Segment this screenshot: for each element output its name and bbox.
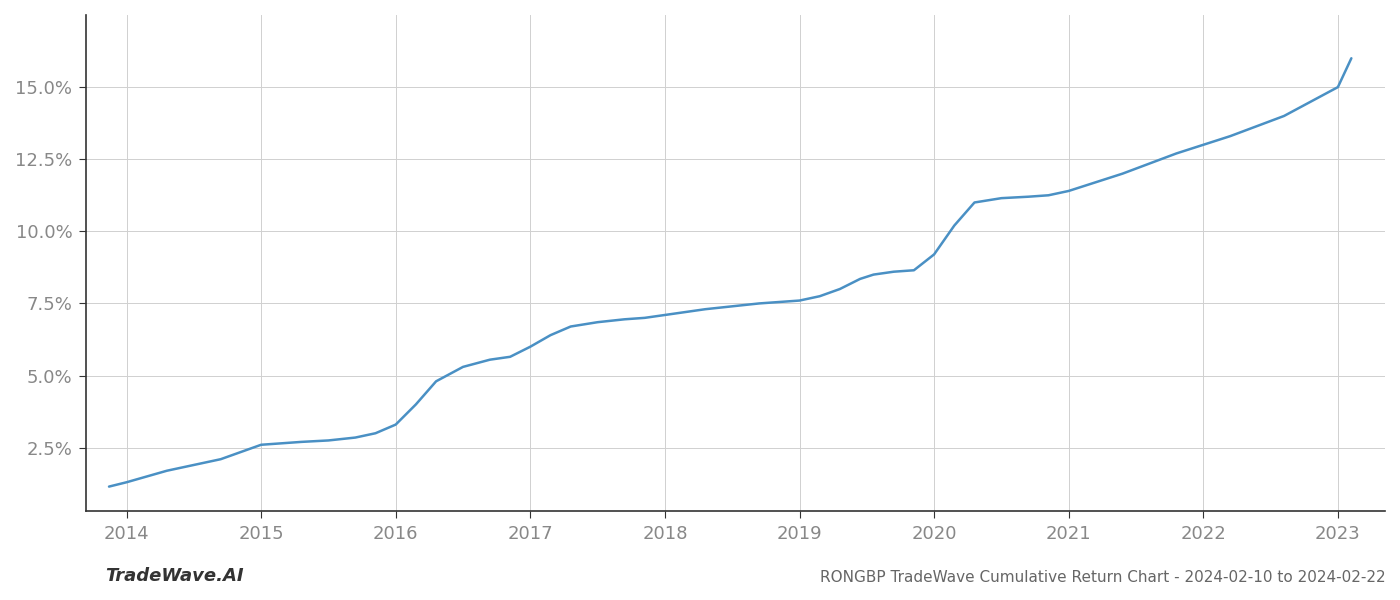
Text: TradeWave.AI: TradeWave.AI [105,567,244,585]
Text: RONGBP TradeWave Cumulative Return Chart - 2024-02-10 to 2024-02-22: RONGBP TradeWave Cumulative Return Chart… [820,570,1386,585]
